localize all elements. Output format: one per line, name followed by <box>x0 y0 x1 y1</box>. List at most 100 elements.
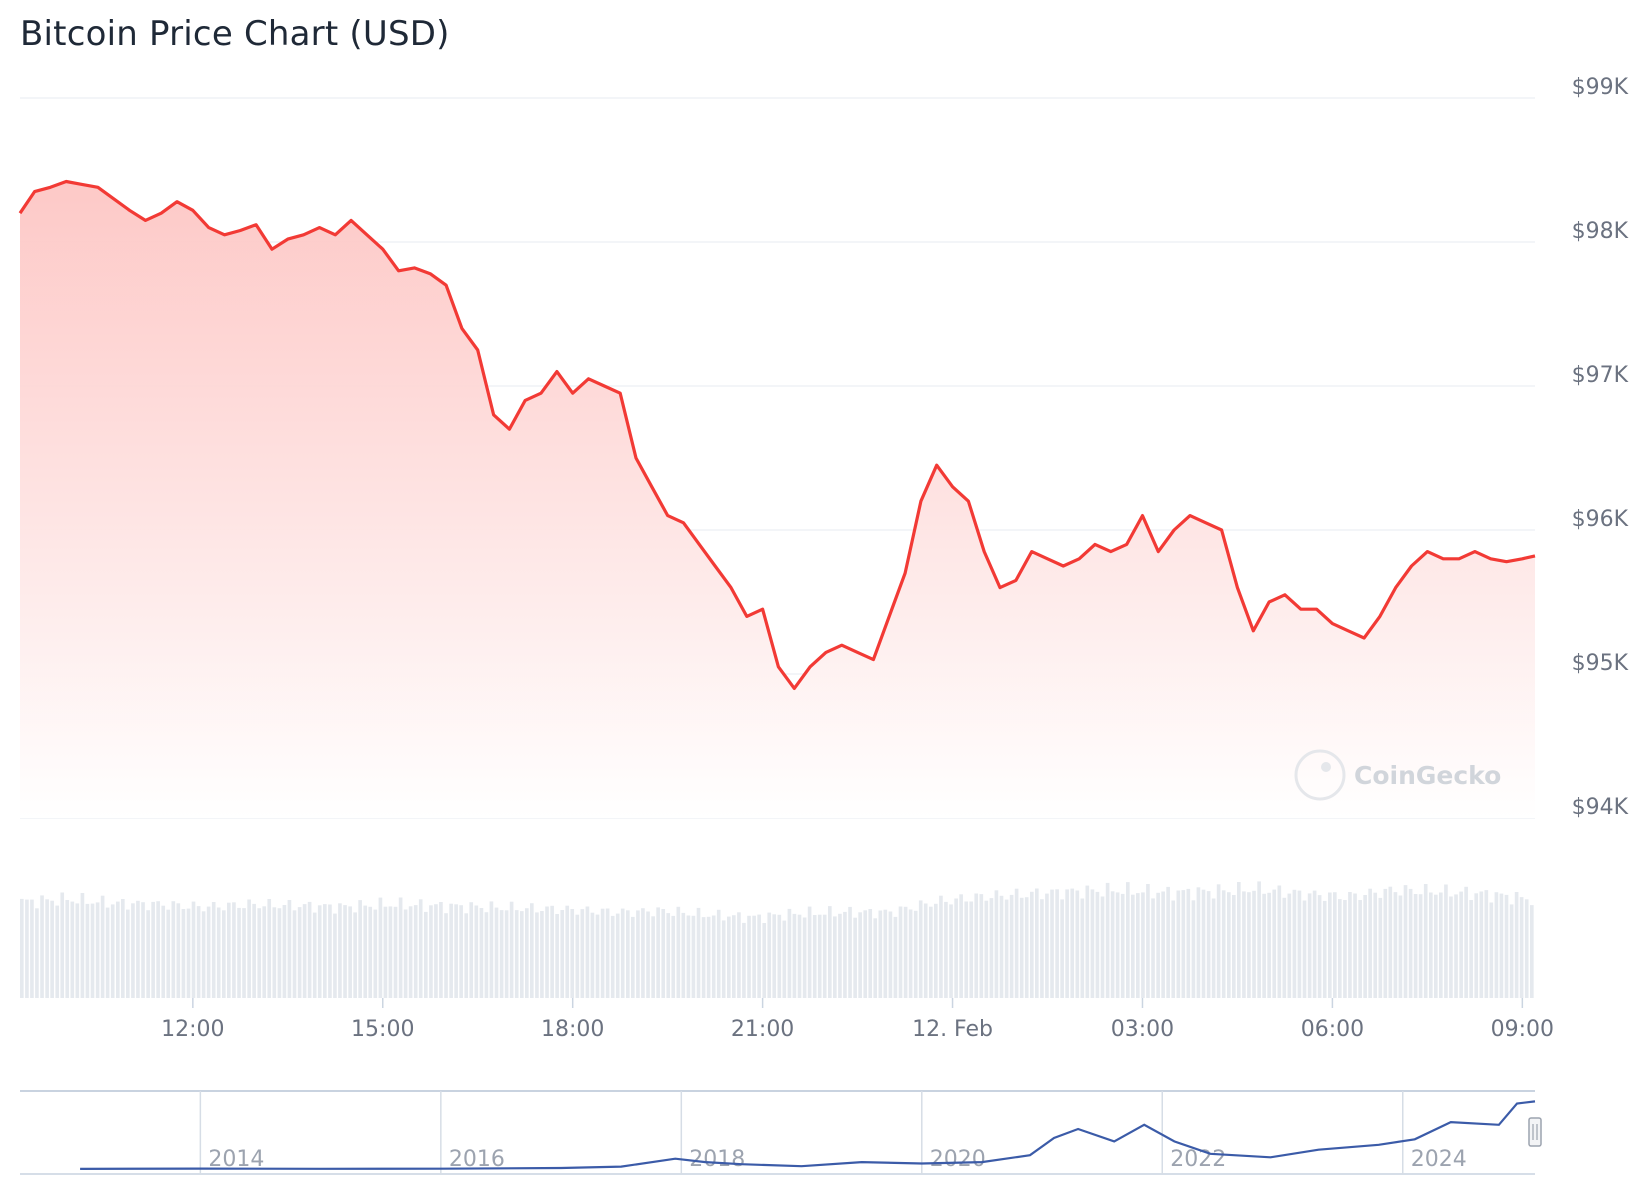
volume-bar <box>615 913 620 998</box>
volume-bar <box>777 914 782 998</box>
volume-bar <box>752 915 756 998</box>
volume-bar <box>287 900 292 998</box>
volume-bar <box>1449 896 1453 998</box>
volume-bar <box>1484 890 1489 998</box>
volume-bar <box>176 903 181 998</box>
volume-bar <box>787 908 792 998</box>
volume-bar <box>459 905 463 998</box>
volume-bar <box>666 913 671 998</box>
volume-bar <box>1105 882 1110 998</box>
volume-bar <box>696 907 701 998</box>
volume-bar <box>979 894 984 998</box>
volume-bar <box>141 902 145 998</box>
volume-bar <box>711 915 716 998</box>
volume-bar <box>267 899 272 998</box>
volume-bar <box>509 901 514 998</box>
x-tick-label: 03:00 <box>1111 1017 1174 1042</box>
volume-bar <box>681 912 686 998</box>
volume-bar <box>1358 900 1362 998</box>
volume-bar <box>1423 884 1428 998</box>
volume-bar <box>1499 893 1504 998</box>
volume-bar <box>1277 885 1282 998</box>
volume-bar <box>201 911 206 998</box>
volume-bar <box>580 909 585 998</box>
volume-bar <box>454 904 458 998</box>
volume-bar <box>1211 898 1216 998</box>
volume-bar <box>403 909 408 998</box>
volume-bar <box>858 912 862 998</box>
volume-bar <box>100 895 105 998</box>
volume-bar <box>1418 894 1423 998</box>
volume-bar <box>691 915 696 998</box>
volume-bar <box>429 905 433 998</box>
volume-bar <box>424 911 428 998</box>
volume-bar <box>272 907 277 998</box>
volume-bar <box>1383 888 1388 998</box>
volume-bar <box>1302 900 1307 998</box>
volume-bar <box>40 895 44 998</box>
volume-bar <box>181 909 186 998</box>
volume-bar <box>1216 884 1221 998</box>
volume-bar <box>984 900 989 998</box>
volume-bar <box>206 906 211 998</box>
volume-bar <box>242 908 246 998</box>
volume-bar <box>565 905 570 998</box>
volume-bar <box>762 923 767 998</box>
volume-bar <box>631 916 635 998</box>
volume-bar <box>1141 892 1145 998</box>
volume-bar <box>1110 891 1115 998</box>
volume-bar <box>1514 892 1519 998</box>
volume-bar <box>1434 894 1438 998</box>
navigator-price-line <box>80 1100 1536 1170</box>
price-line[interactable] <box>18 179 1536 690</box>
volume-bar <box>727 916 731 998</box>
volume-bar <box>1247 892 1251 998</box>
volume-bar <box>1060 899 1064 998</box>
navigator-handle[interactable] <box>1528 1117 1542 1147</box>
volume-bar <box>323 904 327 998</box>
volume-bar <box>1131 894 1135 998</box>
volume-bar <box>969 901 974 998</box>
volume-bars <box>20 881 1534 998</box>
volume-bar <box>191 901 196 998</box>
volume-bar <box>1378 897 1383 998</box>
volume-bar <box>1373 892 1378 998</box>
volume-bar <box>1080 898 1085 998</box>
volume-bar <box>499 910 504 998</box>
volume-bar <box>1115 892 1120 998</box>
volume-bar <box>646 911 650 998</box>
volume-bar <box>848 906 852 998</box>
volume-bar <box>408 906 413 998</box>
navigator-tick-label: 2020 <box>930 1147 986 1172</box>
volume-bar <box>45 899 49 998</box>
volume-bar <box>1459 891 1463 998</box>
volume-bar <box>520 911 524 998</box>
volume-bar <box>964 901 969 998</box>
volume-bar <box>772 914 777 998</box>
volume-bar <box>812 915 817 998</box>
y-tick-label: $96K <box>1572 507 1629 532</box>
volume-bar <box>944 901 948 998</box>
volume-bar <box>1333 892 1337 998</box>
volume-bar <box>954 898 958 998</box>
volume-bar <box>1045 893 1049 998</box>
volume-bar <box>782 920 787 998</box>
range-navigator[interactable]: 2014 2016 2018 2020 2022 2024 <box>20 1090 1542 1175</box>
volume-bar <box>514 910 519 998</box>
volume-bar <box>30 899 34 998</box>
volume-bar <box>504 910 509 998</box>
volume-bar <box>1474 893 1479 998</box>
volume-bar <box>1429 892 1433 998</box>
volume-bar <box>105 907 110 998</box>
volume-bar <box>1368 888 1372 998</box>
volume-bar <box>494 907 499 998</box>
volume-bar <box>1312 890 1317 998</box>
x-axis: 12:00 15:00 18:00 21:00 12. Feb 03:00 06:00 09:… <box>161 998 1554 1042</box>
volume-bar <box>312 912 317 998</box>
volume-bar <box>489 901 494 998</box>
x-tick-label: 18:00 <box>541 1017 604 1042</box>
volume-bar <box>1004 899 1009 998</box>
volume-bar <box>706 916 711 998</box>
volume-bar <box>797 914 802 998</box>
volume-bar <box>923 903 928 998</box>
